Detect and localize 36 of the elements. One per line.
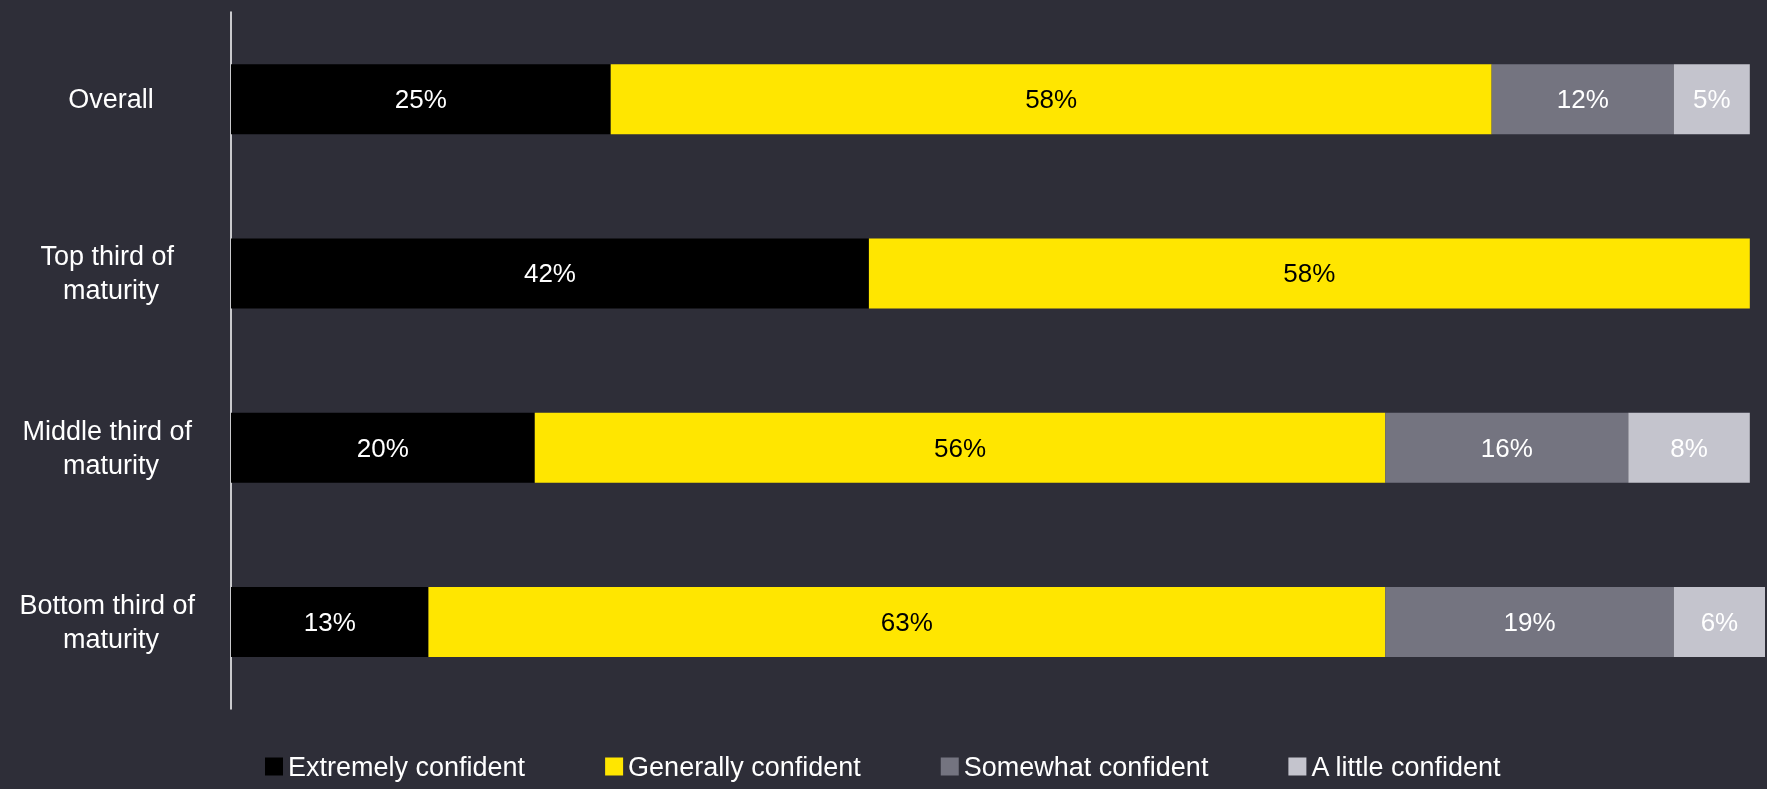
data-label: 12%	[1556, 84, 1609, 115]
data-label: 5%	[1693, 84, 1731, 115]
y-tick-label: Overall	[68, 84, 154, 115]
bar	[1385, 412, 1629, 483]
bar	[231, 586, 429, 657]
bar	[868, 238, 1750, 309]
bar	[534, 412, 1386, 483]
data-label: 13%	[303, 606, 356, 637]
bar	[231, 238, 869, 309]
data-label: 58%	[1025, 84, 1078, 115]
data-label: 25%	[394, 84, 447, 115]
data-label: 58%	[1283, 258, 1336, 289]
bar	[428, 586, 1386, 657]
data-label: 56%	[934, 432, 987, 463]
data-label: 16%	[1480, 432, 1533, 463]
data-label: 19%	[1503, 606, 1556, 637]
bar	[231, 64, 611, 135]
bar	[231, 412, 535, 483]
legend-label: Somewhat confident	[963, 751, 1209, 782]
legend-label: A little confident	[1311, 751, 1502, 782]
bar	[1673, 586, 1765, 657]
bar	[1628, 412, 1750, 483]
data-label: 20%	[356, 432, 409, 463]
bar	[1385, 586, 1674, 657]
y-tick-label: Bottom third of maturity	[19, 589, 203, 654]
legend-label: Extremely confident	[288, 751, 526, 782]
y-tick-label: Middle third of maturity	[22, 415, 200, 480]
data-label: 6%	[1700, 606, 1739, 637]
data-label: 42%	[523, 258, 576, 289]
data-label: 63%	[880, 606, 933, 637]
bar	[610, 64, 1492, 135]
bar	[1673, 64, 1750, 135]
legend-label: Generally confident	[628, 751, 862, 782]
bar	[1491, 64, 1674, 135]
y-tick-label: Top third of maturity	[40, 241, 182, 306]
data-label: 8%	[1670, 432, 1708, 463]
